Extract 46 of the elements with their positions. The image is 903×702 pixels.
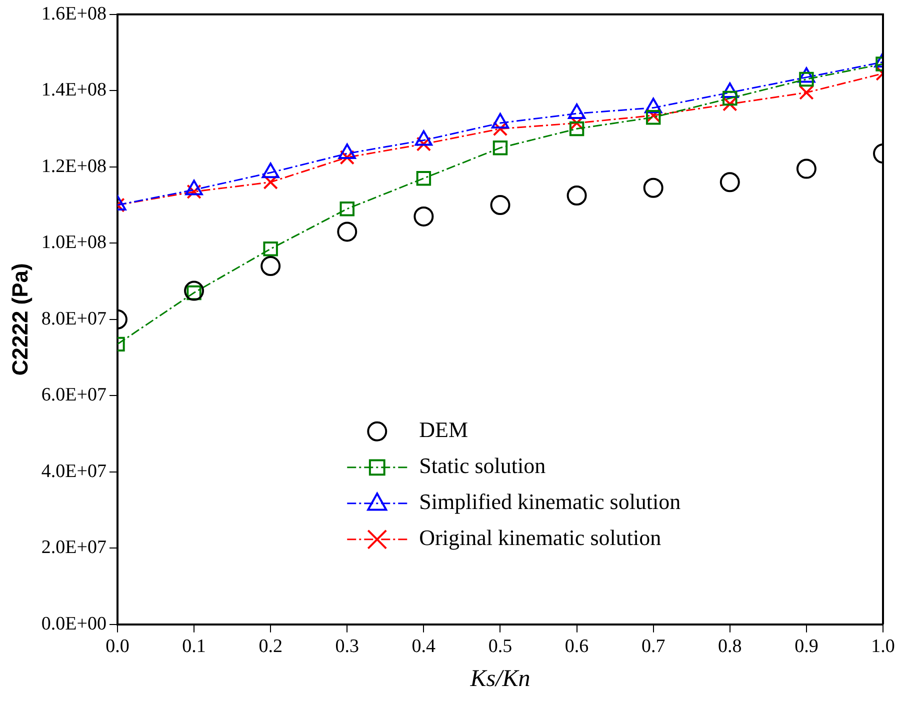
x-tick-label: 0.2 <box>258 636 282 657</box>
point <box>260 256 281 276</box>
point <box>263 242 278 256</box>
point <box>263 174 278 190</box>
point <box>722 96 738 112</box>
y-tick-label: 1.6E+08 <box>41 3 106 24</box>
legend-label: Static solution <box>419 453 546 478</box>
point <box>340 201 354 216</box>
x-tick-label: 0.8 <box>718 636 742 657</box>
point <box>566 185 587 206</box>
legend-label: Original kinematic solution <box>419 525 662 550</box>
y-tick-label: 1.4E+08 <box>41 80 106 101</box>
x-tick-label: 0.1 <box>182 636 206 657</box>
legend-label: Simplified kinematic solution <box>419 489 681 514</box>
point <box>569 121 584 136</box>
y-tick-label: 4.0E+07 <box>41 460 106 482</box>
point <box>490 195 510 216</box>
x-tick-label: 0.4 <box>412 636 436 657</box>
legend-label: DEM <box>419 417 468 442</box>
x-tick-label: 0.5 <box>488 636 512 657</box>
point <box>492 140 508 156</box>
point <box>720 172 740 192</box>
point <box>492 121 508 136</box>
point <box>569 116 584 130</box>
y-tick-label: 2.0E+07 <box>41 537 106 558</box>
point <box>414 206 434 226</box>
point <box>796 158 816 179</box>
x-tick-label: 0.6 <box>564 636 589 657</box>
y-tick-label: 0.0E+00 <box>41 613 106 634</box>
y-tick-label: 1.2E+08 <box>41 156 106 177</box>
point <box>722 90 738 106</box>
x-tick-label: 0.7 <box>641 636 666 657</box>
y-tick-label: 1.0E+08 <box>41 232 106 254</box>
point <box>416 170 432 186</box>
point <box>799 85 814 100</box>
point <box>337 222 358 242</box>
x-tick-label: 0.3 <box>335 636 360 657</box>
point <box>184 280 204 301</box>
x-tick-label: 0.9 <box>794 636 818 657</box>
y-axis-title: C2222 (Pa) <box>7 263 32 376</box>
y-tick-label: 6.0E+07 <box>41 384 106 406</box>
y-tick-label: 8.0E+07 <box>41 308 106 330</box>
x-tick-label: 0.0 <box>106 636 130 657</box>
x-axis-title: Ks/Kn <box>469 666 530 692</box>
x-tick-label: 1.0 <box>871 636 895 657</box>
point <box>643 178 664 198</box>
